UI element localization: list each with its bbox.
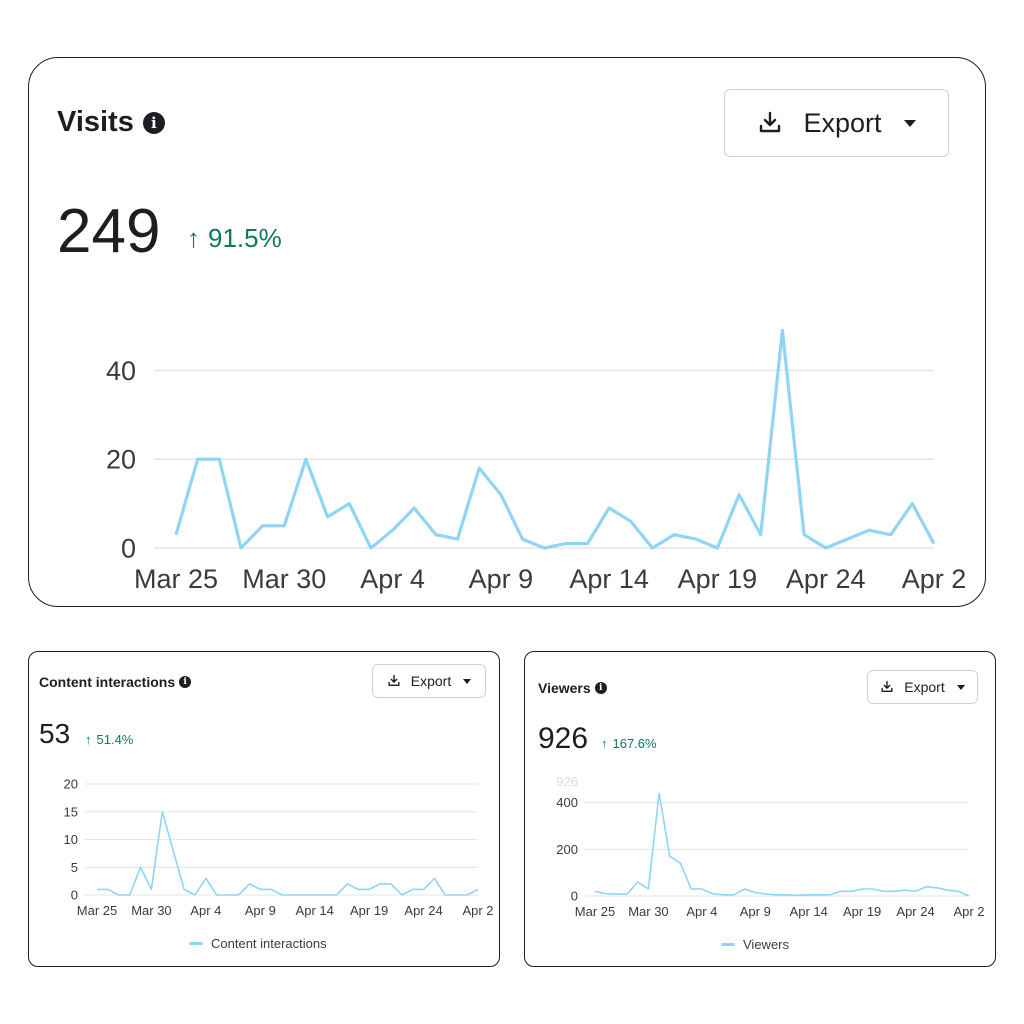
export-label: Export <box>803 107 882 138</box>
export-button[interactable]: Export <box>724 89 949 157</box>
x-tick-label: Mar 25 <box>575 904 615 919</box>
x-tick-label: Apr 4 <box>190 903 221 918</box>
x-tick-label: Apr 19 <box>678 564 758 594</box>
x-tick-label: Apr 19 <box>350 903 388 918</box>
chevron-down-icon <box>956 684 965 690</box>
x-tick-label: Mar 30 <box>131 903 171 918</box>
ci-title: Content interactions <box>39 674 176 690</box>
arrow-up-icon: ↑ <box>187 223 200 253</box>
viewers-card: Viewers i Export 926 ↑ 167.6% 0 200 400 926… <box>524 651 996 967</box>
series-line <box>594 792 970 897</box>
info-icon[interactable]: i <box>142 111 165 134</box>
x-tick-label: Apr 4 <box>360 564 425 594</box>
x-tick-label: Apr 24 <box>786 564 866 594</box>
x-tick-label: Apr 24 <box>896 904 934 919</box>
y-tick-label: 0 <box>121 533 136 563</box>
ci-legend[interactable]: Content interactions <box>189 936 327 951</box>
x-tick-label: Apr 14 <box>790 904 828 919</box>
legend-label: Content interactions <box>211 936 327 951</box>
y-tick-label: 400 <box>556 795 578 810</box>
info-icon[interactable]: i <box>594 682 607 694</box>
arrow-up-icon: ↑ <box>85 732 92 747</box>
visits-total: 249 <box>57 197 161 266</box>
y-tick-label: 200 <box>556 842 578 857</box>
visits-card: Visits i Export 249 ↑ 91.5% 0 20 40 Mar 25 M… <box>28 57 986 607</box>
viewers-title-row: Viewers i <box>538 680 607 696</box>
legend-swatch <box>721 943 735 946</box>
y-tick-label: 20 <box>106 445 136 475</box>
y-max-label: 926 <box>556 774 578 789</box>
x-tick-label: Apr 9 <box>469 564 534 594</box>
legend-swatch <box>189 942 203 945</box>
chevron-down-icon <box>903 119 916 127</box>
ci-title-row: Content interactions i <box>39 674 192 690</box>
export-button[interactable]: Export <box>867 670 978 704</box>
visits-title-row: Visits i <box>57 106 165 139</box>
visits-title: Visits <box>57 106 134 138</box>
download-icon <box>388 674 400 687</box>
ci-total: 53 <box>39 718 71 749</box>
x-tick-label: Apr 24 <box>404 903 442 918</box>
ci-chart: 0 5 10 15 20 Mar 25 Mar 30 Apr 4 Apr 9 Apr 14 Apr … <box>64 777 494 918</box>
ci-delta: ↑ 51.4% <box>85 732 133 747</box>
ci-delta-value: 51.4% <box>96 732 134 747</box>
export-button[interactable]: Export <box>372 664 486 698</box>
y-tick-label: 10 <box>64 832 78 847</box>
x-tick-label: Apr 2 <box>462 903 493 918</box>
y-tick-label: 0 <box>71 888 78 903</box>
x-tick-label: Apr 2 <box>953 904 984 919</box>
y-tick-label: 0 <box>571 889 578 904</box>
y-tick-label: 20 <box>64 777 78 792</box>
arrow-up-icon: ↑ <box>601 736 608 751</box>
content-interactions-card: Content interactions i Export 53 ↑ 51.4%… <box>28 651 500 967</box>
legend-label: Viewers <box>743 937 790 952</box>
x-tick-label: Apr 4 <box>686 904 717 919</box>
y-tick-label: 5 <box>71 860 78 875</box>
viewers-title: Viewers <box>538 680 591 696</box>
x-tick-label: Apr 14 <box>569 564 649 594</box>
viewers-total: 926 <box>538 722 589 755</box>
viewers-delta: ↑ 167.6% <box>601 736 657 751</box>
series-line <box>174 328 936 550</box>
x-tick-label: Apr 9 <box>245 903 276 918</box>
x-tick-label: Apr 9 <box>740 904 771 919</box>
y-tick-label: 15 <box>64 804 78 819</box>
info-icon[interactable]: i <box>179 676 192 688</box>
x-tick-label: Mar 25 <box>134 564 218 594</box>
visits-delta-value: 91.5% <box>208 223 282 253</box>
download-icon <box>881 680 893 693</box>
series-line <box>97 811 479 896</box>
y-tick-label: 40 <box>106 356 136 386</box>
visits-chart: 0 20 40 Mar 25 Mar 30 Apr 4 Apr 9 Apr 14 Apr 19 A… <box>106 328 967 594</box>
x-tick-label: Apr 14 <box>296 903 334 918</box>
x-tick-label: Apr 2 <box>902 564 967 594</box>
export-label: Export <box>904 679 945 695</box>
x-tick-label: Apr 19 <box>843 904 881 919</box>
viewers-legend[interactable]: Viewers <box>721 937 789 952</box>
x-tick-label: Mar 25 <box>77 903 117 918</box>
viewers-chart: 0 200 400 926 Mar 25 Mar 30 Apr 4 Apr 9 Apr 14 Ap… <box>556 774 984 919</box>
viewers-delta-value: 167.6% <box>612 736 657 751</box>
chevron-down-icon <box>463 678 472 684</box>
x-tick-label: Mar 30 <box>242 564 326 594</box>
download-icon <box>760 111 781 133</box>
visits-delta: ↑ 91.5% <box>187 223 282 254</box>
x-tick-label: Mar 30 <box>628 904 668 919</box>
export-label: Export <box>410 673 452 689</box>
